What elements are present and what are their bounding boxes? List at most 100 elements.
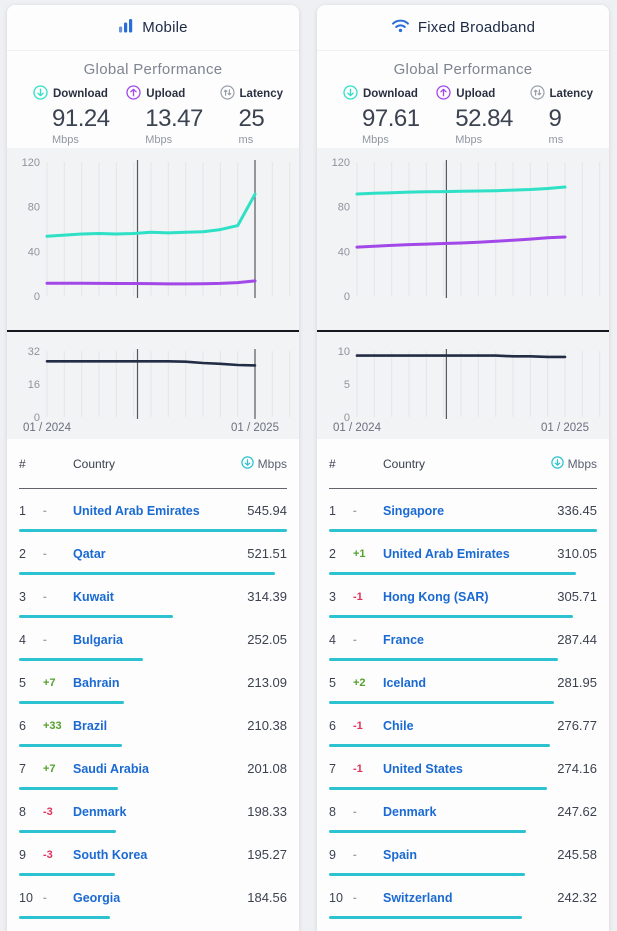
mobile-latency-chart: 0 16 32 01 / 2024 01 / 2025	[7, 332, 299, 439]
rank-cell: 4	[329, 632, 336, 647]
mobile-ranking-table: # Country Mbps 1- United Arab Emirates 545…	[7, 439, 299, 919]
rank-change: -1	[353, 762, 363, 775]
y-tick-label: 0	[34, 291, 40, 303]
speed-bar	[329, 830, 527, 833]
rank-cell: 8	[19, 804, 26, 819]
table-header: # Country Mbps	[329, 439, 597, 489]
mbps-sort-header[interactable]: Mbps	[215, 455, 287, 472]
speed-value: 274.16	[557, 761, 597, 776]
country-link[interactable]: Saudi Arabia	[73, 761, 149, 776]
speed-bar	[19, 744, 123, 747]
table-row: 3 - Kuwait 314.39	[19, 575, 287, 618]
speed-value: 242.32	[557, 890, 597, 905]
rank-cell: 10	[19, 890, 33, 905]
country-link[interactable]: Bahrain	[73, 675, 120, 690]
upload-line	[355, 235, 567, 249]
y-tick-label: 0	[34, 412, 40, 424]
chart-divider	[7, 330, 299, 332]
rank-cell: 2	[19, 546, 26, 561]
country-link[interactable]: Qatar	[73, 546, 106, 561]
unit-header: Mbps	[567, 456, 597, 471]
rank-change: +7	[43, 676, 56, 689]
speed-bar	[19, 701, 124, 704]
speed-value: 287.44	[557, 632, 597, 647]
latency-icon	[219, 85, 235, 103]
download-icon	[240, 455, 254, 472]
speed-value: 198.33	[247, 804, 287, 819]
chart-canvas: 0 5 10 01 / 2024 01 / 2025	[333, 346, 601, 434]
table-row: 10- Georgia 184.56	[19, 876, 287, 919]
stat-unit: Mbps	[145, 134, 173, 146]
rank-header: #	[329, 456, 336, 471]
rank-change: -	[353, 504, 357, 517]
country-link[interactable]: Hong Kong (SAR)	[383, 589, 489, 604]
country-link[interactable]: Kuwait	[73, 589, 114, 604]
speed-bar	[19, 529, 287, 532]
country-link[interactable]: United Arab Emirates	[73, 503, 200, 518]
country-link[interactable]: Georgia	[73, 890, 121, 905]
speed-value: 195.27	[247, 847, 287, 862]
country-link[interactable]: Chile	[383, 718, 414, 733]
unit-header: Mbps	[257, 456, 287, 471]
country-link[interactable]: Singapore	[383, 503, 445, 518]
stat-label: Latency	[549, 88, 593, 100]
country-link[interactable]: Spain	[383, 847, 418, 862]
table-row: 6 +33 Brazil 210.38	[19, 704, 287, 747]
table-row: 2 - Qatar 521.51	[19, 532, 287, 575]
download-icon	[33, 85, 48, 103]
speed-bar	[19, 830, 117, 833]
country-link[interactable]: Iceland	[383, 675, 427, 690]
table-body: 1 - Singapore 336.45 2 +1 United Arab Emirates…	[329, 489, 597, 919]
speed-bar	[329, 701, 554, 704]
rank-change: -3	[43, 848, 53, 861]
wifi-icon	[391, 18, 410, 38]
country-header: Country	[383, 456, 426, 471]
table-row: 3 -1 Hong Kong (SAR) 305.71	[329, 575, 597, 618]
stat-label: Download	[363, 88, 418, 100]
fixed-broadband-panel: Fixed Broadband Global Performance Downl…	[317, 5, 609, 931]
speed-bar	[19, 916, 110, 919]
rank-cell: 3	[19, 589, 26, 604]
rank-change: -	[43, 633, 47, 646]
country-link[interactable]: Denmark	[383, 804, 437, 819]
global-performance-section: Global Performance Download 91.24 Mbps	[7, 51, 299, 148]
fixed-ranking-table: # Country Mbps 1 - Singapore 336.45 2 +1 Unite…	[317, 439, 609, 919]
rank-cell: 9	[329, 847, 336, 862]
y-tick-label: 120	[332, 157, 350, 169]
upload-icon	[126, 85, 141, 103]
rank-cell: 7	[329, 761, 336, 776]
country-link[interactable]: South Korea	[73, 847, 148, 862]
country-link[interactable]: Bulgaria	[73, 632, 124, 647]
rank-change: -3	[43, 805, 53, 818]
speed-bar	[329, 916, 522, 919]
stat-value: 25	[238, 105, 265, 132]
rank-cell: 3	[329, 589, 336, 604]
country-link[interactable]: Switzerland	[383, 890, 453, 905]
rank-change: -	[353, 848, 357, 861]
x-axis-label: 01 / 2025	[231, 422, 279, 434]
latency-line	[45, 359, 257, 367]
speed-value: 521.51	[247, 546, 287, 561]
rank-cell: 1	[329, 503, 336, 518]
rank-cell: 9	[19, 847, 26, 862]
country-link[interactable]: Denmark	[73, 804, 127, 819]
download-line	[355, 185, 567, 196]
mbps-sort-header[interactable]: Mbps	[525, 455, 597, 472]
y-tick-label: 120	[22, 157, 40, 169]
x-axis-label: 01 / 2024	[333, 422, 382, 434]
rank-change: -	[353, 805, 357, 818]
country-link[interactable]: France	[383, 632, 424, 647]
upload-line	[45, 279, 257, 286]
country-link[interactable]: United Arab Emirates	[383, 546, 510, 561]
country-link[interactable]: United States	[383, 761, 463, 776]
y-tick-label: 80	[28, 202, 40, 214]
country-link[interactable]: Brazil	[73, 718, 108, 733]
stat-value: 97.61	[362, 105, 420, 132]
speed-value: 545.94	[247, 503, 287, 518]
speed-value: 281.95	[557, 675, 597, 690]
stat-value: 91.24	[52, 105, 110, 132]
latency-line	[355, 354, 567, 359]
speed-value: 201.08	[247, 761, 287, 776]
rank-header: #	[19, 456, 26, 471]
table-body: 1 - United Arab Emirates 545.94 2 - Qatar 521.5…	[19, 489, 287, 919]
